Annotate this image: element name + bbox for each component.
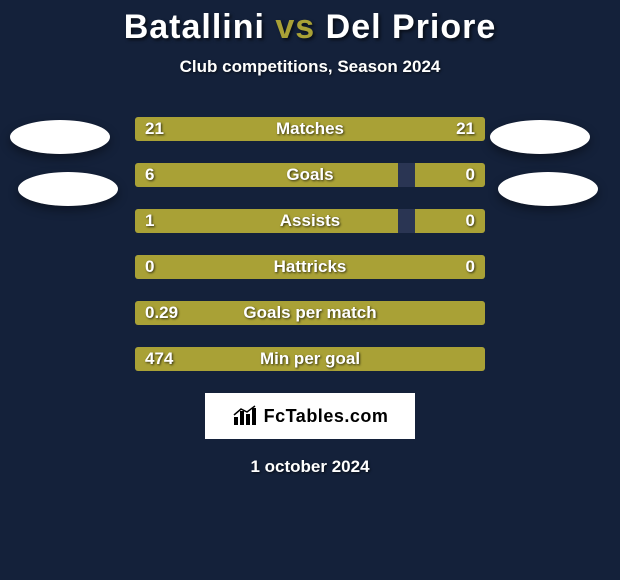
- stat-value-left: 0.29: [145, 303, 178, 323]
- logo-text: FcTables.com: [264, 406, 389, 427]
- stat-value-left: 474: [145, 349, 173, 369]
- stat-value-left: 6: [145, 165, 154, 185]
- stat-value-right: 0: [466, 165, 475, 185]
- subtitle: Club competitions, Season 2024: [0, 57, 620, 77]
- stat-label: Assists: [280, 211, 340, 231]
- stat-fill-left: [135, 209, 398, 233]
- player1-name: Batallini: [124, 8, 265, 46]
- player1-avatar: [10, 120, 110, 154]
- stat-row: 6 0 Goals: [135, 163, 485, 187]
- player1-avatar: [18, 172, 118, 206]
- stat-value-left: 0: [145, 257, 154, 277]
- player2-name: Del Priore: [326, 8, 497, 46]
- stat-label: Matches: [276, 119, 344, 139]
- stat-row: 0.29 Goals per match: [135, 301, 485, 325]
- bar-chart-icon: [232, 405, 258, 427]
- player2-avatar: [498, 172, 598, 206]
- footer-date: 1 october 2024: [0, 457, 620, 477]
- stat-row: 1 0 Assists: [135, 209, 485, 233]
- stat-row: 21 21 Matches: [135, 117, 485, 141]
- comparison-title: Batallini vs Del Priore: [0, 0, 620, 47]
- stat-label: Hattricks: [274, 257, 347, 277]
- stat-row: 474 Min per goal: [135, 347, 485, 371]
- stat-fill-left: [135, 163, 398, 187]
- stat-row: 0 0 Hattricks: [135, 255, 485, 279]
- stat-label: Min per goal: [260, 349, 360, 369]
- stat-value-right: 0: [466, 257, 475, 277]
- stat-value-right: 21: [456, 119, 475, 139]
- stat-value-left: 21: [145, 119, 164, 139]
- stat-value-right: 0: [466, 211, 475, 231]
- stat-label: Goals per match: [243, 303, 376, 323]
- stat-value-left: 1: [145, 211, 154, 231]
- stats-rows: 21 21 Matches 6 0 Goals 1 0 Assists 0 0 Hattricks 0.…: [135, 117, 485, 371]
- vs-word: vs: [275, 8, 315, 46]
- fctables-logo: FcTables.com: [205, 393, 415, 439]
- stat-label: Goals: [286, 165, 333, 185]
- player2-avatar: [490, 120, 590, 154]
